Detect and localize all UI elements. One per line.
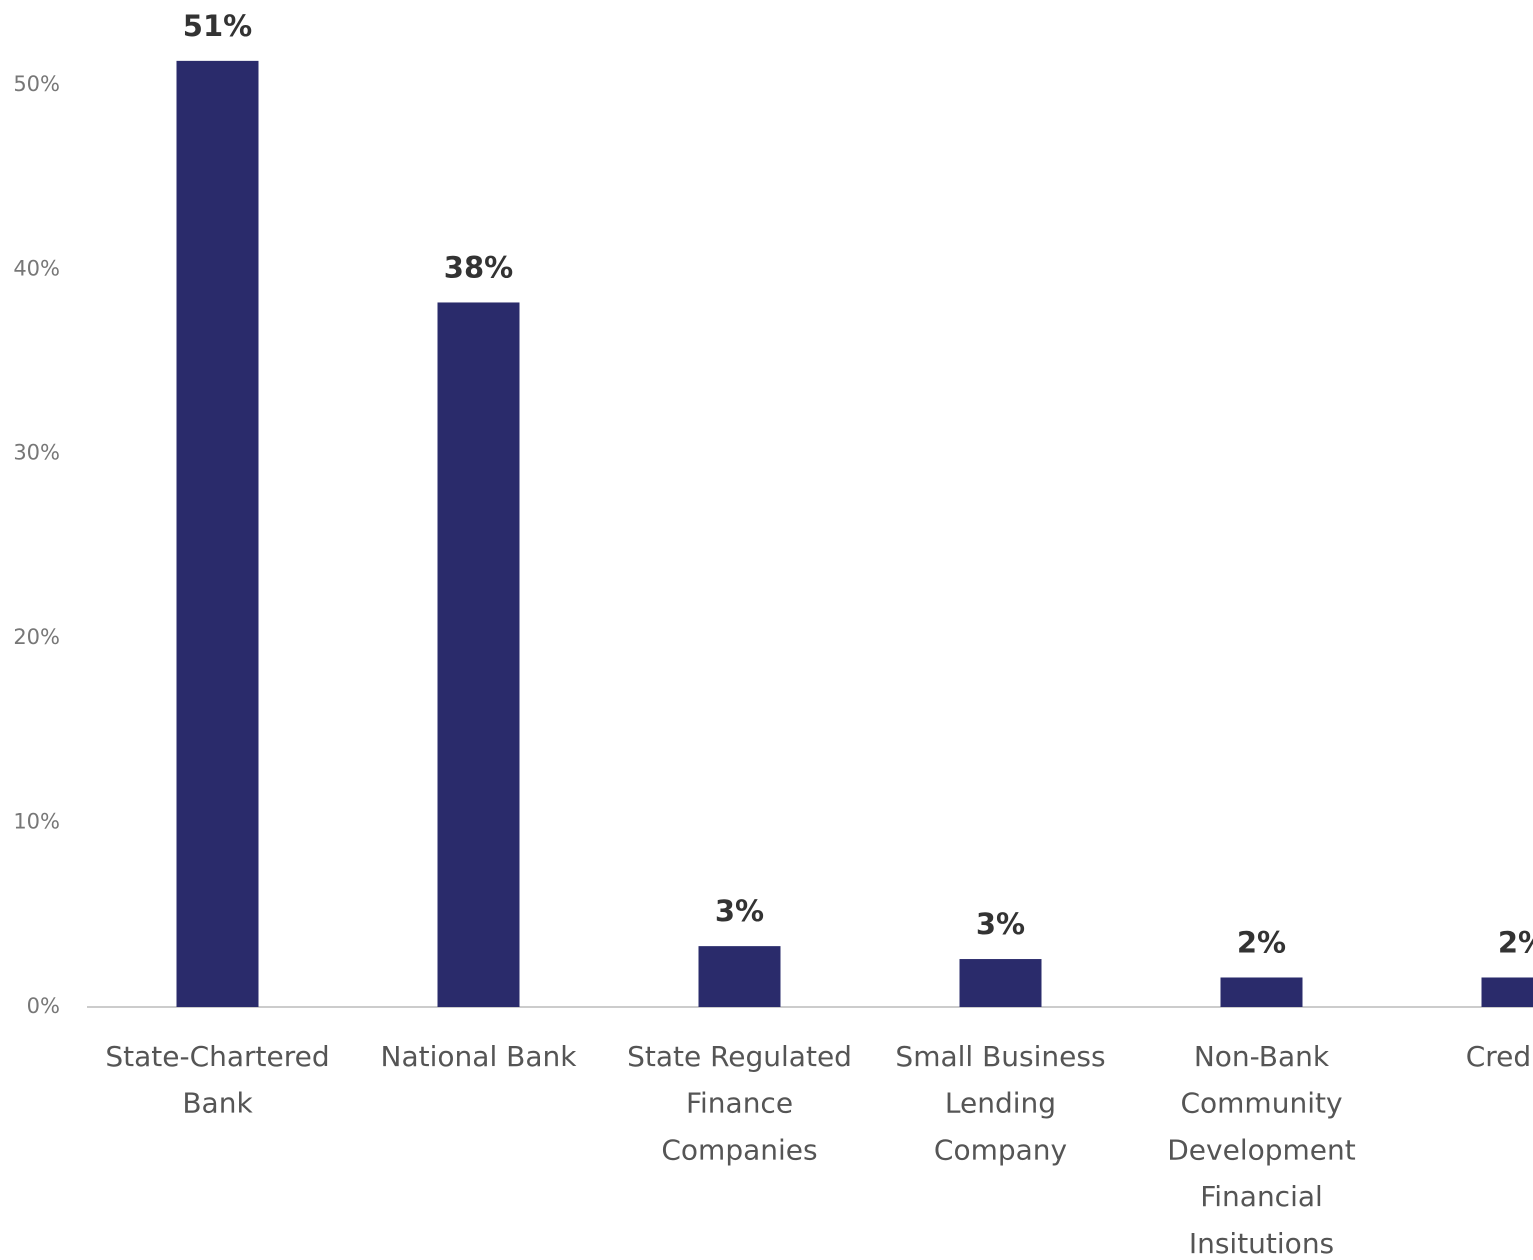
y-tick-label: 30% [13, 441, 60, 465]
bar [437, 302, 520, 1007]
x-tick-label: Credit U [1466, 1040, 1533, 1073]
y-tick-label: 40% [13, 256, 60, 280]
value-label: 3% [715, 894, 764, 928]
y-tick-label: 20% [13, 625, 60, 649]
value-label: 2% [1237, 925, 1286, 959]
x-tick-label: Bank [182, 1087, 253, 1120]
y-tick-label: 10% [13, 810, 60, 834]
x-tick-label: Development [1167, 1133, 1356, 1166]
value-label: 3% [976, 907, 1025, 941]
x-tick-label: Small Business [895, 1040, 1105, 1073]
x-tick-label: Company [934, 1133, 1067, 1166]
x-tick-label: Financial [1200, 1180, 1323, 1213]
value-label: 51% [183, 9, 252, 43]
value-label: 2% [1498, 925, 1533, 959]
x-tick-label: State-Chartered [105, 1040, 329, 1073]
bar [959, 959, 1042, 1007]
bar [698, 946, 781, 1007]
x-tick-label: Non-Bank [1194, 1040, 1330, 1073]
y-tick-label: 0% [27, 994, 60, 1018]
x-tick-label: Insitutions [1189, 1227, 1334, 1260]
x-tick-label: Community [1180, 1087, 1342, 1120]
value-label: 38% [444, 250, 513, 284]
x-tick-label: National Bank [381, 1040, 578, 1073]
bar [1220, 977, 1303, 1007]
x-tick-label: Finance [686, 1087, 793, 1120]
bar [1481, 977, 1533, 1007]
x-tick-label: Lending [945, 1087, 1056, 1120]
x-tick-label: Companies [661, 1133, 817, 1166]
y-tick-label: 50% [13, 72, 60, 96]
x-tick-label: State Regulated [627, 1040, 852, 1073]
bar [176, 60, 259, 1008]
